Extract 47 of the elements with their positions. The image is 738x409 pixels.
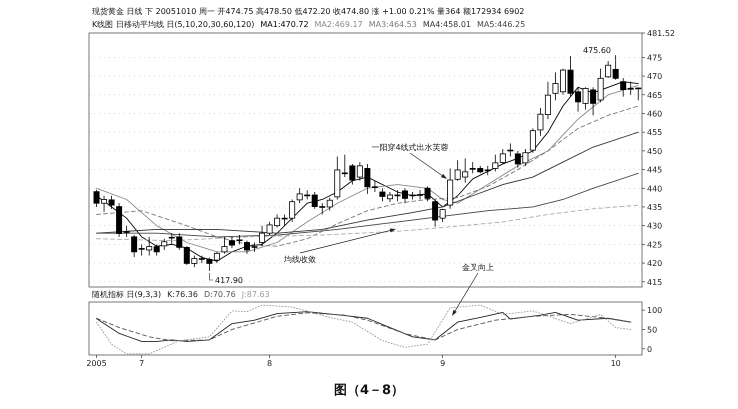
y-tick-label: 445 bbox=[647, 166, 662, 175]
y-tick-label: 465 bbox=[647, 90, 662, 100]
line-series bbox=[96, 172, 639, 238]
candlestick bbox=[507, 142, 514, 157]
text: MA5:446.25 bbox=[477, 20, 526, 29]
text: MA4:458.01 bbox=[422, 20, 471, 29]
text: MA1:470.72 bbox=[260, 20, 309, 29]
annotation: 一阳穿4线式出水芙蓉 bbox=[371, 143, 449, 152]
text: MA3:464.53 bbox=[368, 20, 417, 29]
y-tick-label: 450 bbox=[647, 146, 662, 156]
y-tick-label: 455 bbox=[647, 128, 662, 138]
annotation: 均线收敛 bbox=[283, 255, 316, 264]
x-tick-label: 10 bbox=[610, 359, 621, 368]
text: K:76.36 bbox=[167, 290, 198, 299]
y-tick-label: 460 bbox=[647, 109, 662, 118]
y-tick-label: 440 bbox=[647, 184, 662, 194]
annotation: 金叉向上 bbox=[462, 263, 494, 272]
y-tick-label: 100 bbox=[647, 306, 662, 316]
text: D:70.76 bbox=[204, 290, 236, 299]
y-tick-label: 425 bbox=[647, 240, 662, 250]
candlestick bbox=[221, 236, 228, 254]
chart-title: 现货黄金 日线 下 20051010 周一 开474.75 高478.50 低472.20 收474.80 涨 +1.00 0.21% 量364 额172934 6902 bbox=[92, 7, 524, 16]
candlestick bbox=[484, 165, 491, 176]
y-tick-label: 470 bbox=[647, 72, 662, 82]
y-tick-label: 435 bbox=[647, 202, 662, 212]
line-series bbox=[96, 304, 632, 354]
annotation: 417.90 bbox=[215, 276, 243, 285]
y-tick-label: 50 bbox=[647, 325, 658, 334]
candlestick bbox=[326, 197, 333, 212]
y-tick-label: 415 bbox=[647, 278, 662, 287]
y-tick-label: 420 bbox=[647, 259, 662, 268]
candlestick bbox=[530, 128, 536, 154]
text: MA2:469.17 bbox=[314, 20, 363, 29]
chart-title: 随机指标 日(9,3,3) bbox=[92, 290, 162, 299]
x-tick-label: 8 bbox=[267, 359, 272, 368]
line-series bbox=[96, 204, 639, 242]
x-tick-label: 7 bbox=[139, 359, 144, 368]
chart-subtitle: K线图 日移动平均线 日(5,10,20,30,60,120) bbox=[92, 20, 254, 29]
x-tick-label: 2005 bbox=[86, 359, 107, 368]
y-tick-label: 430 bbox=[647, 222, 662, 231]
x-tick-label: 9 bbox=[440, 359, 446, 368]
series-label: J:87.63 bbox=[240, 290, 270, 299]
y-tick-label: 0 bbox=[647, 344, 652, 354]
text: 图（4－8） bbox=[334, 383, 404, 398]
y-tick-label: 475 bbox=[647, 53, 662, 62]
annotation: 475.60 bbox=[583, 46, 611, 55]
y-tick-label: 481.52 bbox=[647, 29, 675, 38]
